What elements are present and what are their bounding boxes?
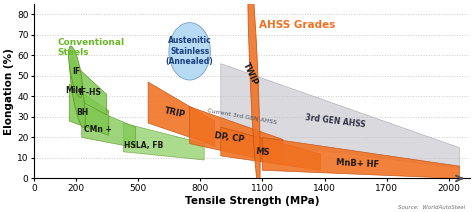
Text: Source:  WorldAutoSteel: Source: WorldAutoSteel (398, 205, 465, 210)
Ellipse shape (70, 57, 85, 127)
Polygon shape (82, 105, 136, 148)
Polygon shape (190, 107, 283, 164)
Polygon shape (262, 137, 459, 179)
X-axis label: Tensile Strength (MPa): Tensile Strength (MPa) (185, 196, 319, 206)
Text: DP, CP: DP, CP (214, 131, 245, 144)
Ellipse shape (68, 46, 82, 98)
Text: AHSS Grades: AHSS Grades (259, 20, 336, 30)
Text: BH: BH (76, 108, 89, 117)
Polygon shape (148, 82, 215, 146)
Text: MS: MS (255, 147, 270, 157)
Text: Austenitic
Stainless
(Annealed): Austenitic Stainless (Annealed) (166, 36, 213, 66)
Text: IF: IF (72, 67, 80, 76)
Y-axis label: Elongation (%): Elongation (%) (4, 48, 14, 135)
Polygon shape (69, 84, 109, 135)
Text: Mild: Mild (65, 86, 84, 95)
Text: Current 3rd GEN AHSS: Current 3rd GEN AHSS (206, 108, 277, 126)
Polygon shape (123, 123, 204, 160)
Text: TWIP: TWIP (241, 61, 259, 87)
Text: TRIP: TRIP (164, 106, 187, 120)
Ellipse shape (248, 0, 260, 188)
Text: HSLA, FB: HSLA, FB (124, 141, 164, 150)
Polygon shape (221, 64, 459, 168)
Ellipse shape (169, 23, 210, 80)
Text: CMn +: CMn + (84, 125, 112, 134)
Text: MnB+ HF: MnB+ HF (336, 159, 380, 170)
Text: Conventional
Steels: Conventional Steels (58, 38, 125, 57)
Polygon shape (221, 127, 320, 170)
Text: 3rd GEN AHSS: 3rd GEN AHSS (304, 113, 365, 129)
Polygon shape (75, 66, 107, 115)
Text: IF-HS: IF-HS (78, 88, 101, 97)
